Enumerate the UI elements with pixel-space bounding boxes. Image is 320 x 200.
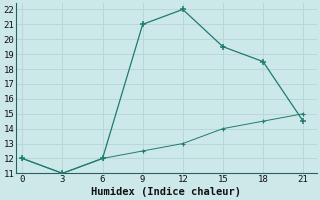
X-axis label: Humidex (Indice chaleur): Humidex (Indice chaleur) (91, 186, 241, 197)
